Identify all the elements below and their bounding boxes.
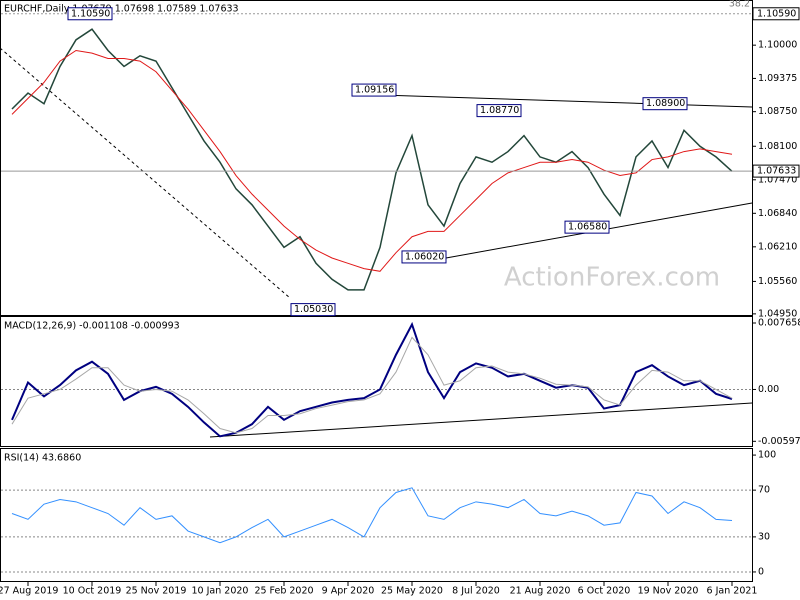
price-panel [0, 0, 753, 316]
y-tick-label: 1.06210 [758, 241, 797, 252]
price-annotation: 1.09156 [355, 85, 394, 96]
y-tick-label: 1.04950 [758, 308, 797, 319]
x-tick-label: 9 Apr 2020 [322, 586, 375, 597]
price-annotation: 1.06020 [405, 251, 444, 262]
x-tick-label: 10 Oct 2019 [63, 586, 122, 597]
x-tick-label: 10 Jan 2020 [192, 586, 249, 597]
trend-line [209, 402, 753, 438]
label-box [564, 220, 610, 234]
x-tick-label: 19 Nov 2020 [638, 586, 699, 597]
macd-panel [0, 316, 753, 447]
series-line [11, 49, 733, 272]
x-tick-label: 27 Aug 2019 [0, 586, 58, 597]
series-line [11, 487, 733, 544]
x-tick-label: 25 Nov 2019 [126, 586, 187, 597]
series-line [11, 28, 733, 291]
y-tick-label: 0 [758, 566, 764, 577]
trend-line [0, 47, 291, 299]
label-box [401, 250, 447, 264]
label-box [67, 7, 113, 21]
x-tick-label: 21 Aug 2020 [510, 586, 571, 597]
price-box [752, 7, 800, 21]
y-tick-label: 30 [758, 531, 770, 542]
y-tick-label: 70 [758, 485, 770, 496]
price-label: 1.07633 [757, 166, 796, 177]
label-box [476, 104, 522, 118]
series-line [11, 336, 733, 434]
series-line [11, 321, 733, 438]
y-tick-label: 0.00 [758, 384, 779, 395]
price-annotation: 1.10590 [71, 8, 110, 19]
x-tick-label: 6 Oct 2020 [578, 586, 631, 597]
x-tick-label: 6 Jan 2021 [707, 586, 758, 597]
macd-title: MACD(12,26,9) -0.001108 -0.000993 [4, 321, 180, 332]
price-annotation: 1.05030 [294, 304, 333, 315]
y-tick-label: -0.005974 [758, 436, 800, 447]
y-tick-label: 0.007658 [758, 318, 800, 329]
price-box [752, 164, 800, 178]
rsi-title: RSI(14) 43.6860 [4, 453, 81, 464]
price-label: 1.10590 [757, 8, 796, 19]
y-tick-label: 1.08100 [758, 141, 797, 152]
label-box [642, 97, 688, 111]
x-tick-label: 25 May 2020 [381, 586, 443, 597]
price-annotation: 1.08770 [480, 105, 519, 116]
y-tick-label: 1.09375 [758, 73, 797, 84]
corner-note: 38.2 [729, 0, 750, 10]
label-box [351, 83, 397, 97]
price-annotation: 1.08900 [646, 98, 685, 109]
y-tick-label: 1.10000 [758, 40, 797, 51]
x-tick-label: 8 Jul 2020 [452, 586, 500, 597]
rsi-panel [0, 448, 753, 582]
watermark: ActionForex.com [504, 263, 720, 293]
label-box [290, 303, 336, 317]
y-tick-label: 100 [758, 450, 776, 461]
y-tick-label: 1.05560 [758, 276, 797, 287]
chart-title: EURCHF,Daily 1.07679 1.07698 1.07589 1.0… [4, 4, 239, 15]
y-tick-label: 1.08750 [758, 106, 797, 117]
price-annotation: 1.06580 [568, 222, 607, 233]
y-tick-label: 1.07470 [758, 174, 797, 185]
y-tick-label: 1.06840 [758, 208, 797, 219]
x-tick-label: 25 Feb 2020 [254, 586, 313, 597]
